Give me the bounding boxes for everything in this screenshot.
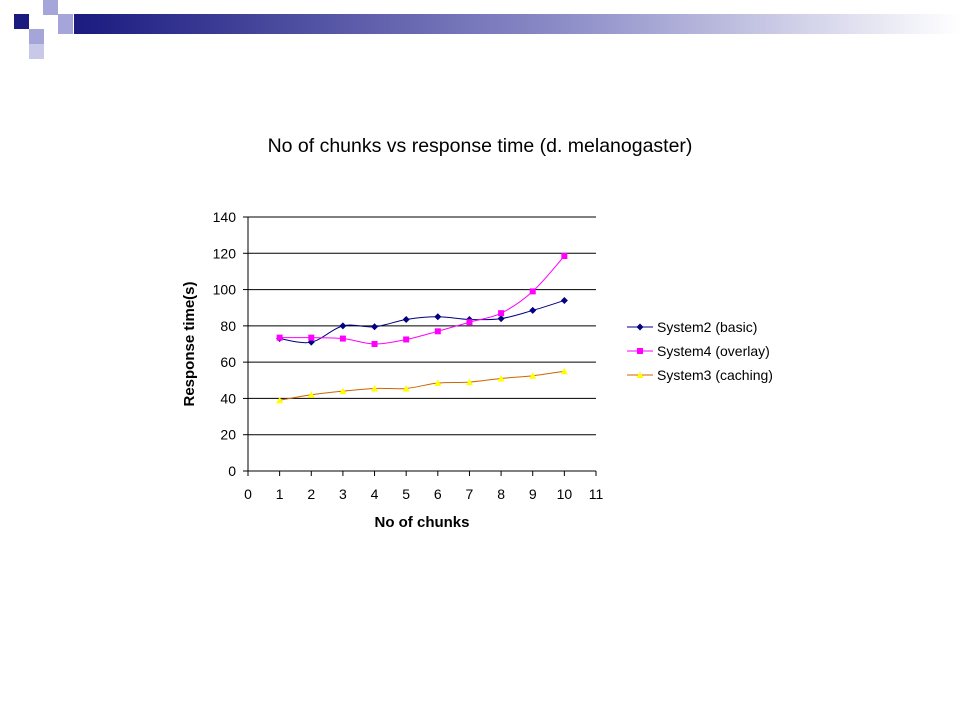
data-point bbox=[339, 322, 347, 330]
legend-marker bbox=[636, 323, 644, 331]
series-line bbox=[279, 255, 565, 345]
x-tick-label: 3 bbox=[339, 486, 347, 502]
data-point bbox=[371, 323, 379, 331]
legend-label: System4 (overlay) bbox=[657, 343, 770, 359]
data-point bbox=[371, 341, 378, 347]
legend-label: System2 (basic) bbox=[657, 319, 757, 335]
data-point bbox=[403, 336, 410, 343]
data-point bbox=[276, 396, 284, 404]
data-point bbox=[497, 374, 505, 382]
data-point bbox=[339, 387, 347, 395]
data-point bbox=[276, 334, 283, 341]
header-square bbox=[43, 0, 58, 15]
x-tick-label: 5 bbox=[402, 486, 410, 502]
x-tick-label: 4 bbox=[371, 486, 379, 502]
legend: System2 (basic) System4 (overlay) System3 … bbox=[627, 319, 773, 383]
data-point bbox=[308, 334, 315, 341]
data-point bbox=[560, 367, 568, 375]
header-square bbox=[29, 44, 44, 59]
y-tick-label: 60 bbox=[220, 354, 236, 370]
header-square bbox=[29, 29, 44, 44]
series-line bbox=[279, 299, 565, 344]
x-tick-label: 1 bbox=[276, 486, 284, 502]
data-point bbox=[466, 319, 473, 326]
y-tick-label: 120 bbox=[213, 245, 237, 261]
data-point bbox=[561, 253, 568, 260]
y-axis-title: Response time(s) bbox=[181, 281, 198, 406]
legend-item: System4 (overlay) bbox=[627, 343, 770, 359]
x-tick-label: 11 bbox=[589, 486, 604, 502]
series-3 bbox=[276, 367, 568, 404]
data-point bbox=[434, 313, 442, 321]
data-point bbox=[498, 310, 505, 317]
gridlines bbox=[248, 216, 596, 436]
legend-label: System3 (caching) bbox=[657, 367, 773, 383]
data-point bbox=[529, 306, 537, 314]
data-point bbox=[560, 296, 568, 304]
x-tick-label: 10 bbox=[557, 486, 573, 502]
data-point bbox=[465, 378, 473, 386]
data-point bbox=[307, 391, 315, 398]
y-tick-label: 20 bbox=[220, 427, 236, 443]
x-axis-title: No of chunks bbox=[374, 514, 469, 531]
x-tick-label: 6 bbox=[434, 486, 442, 502]
x-tick-label: 7 bbox=[466, 486, 474, 502]
data-point bbox=[402, 316, 410, 324]
x-tick-label: 0 bbox=[244, 486, 252, 502]
y-tick-label: 0 bbox=[228, 463, 236, 479]
data-point bbox=[371, 384, 379, 392]
series-line bbox=[279, 370, 565, 401]
tick-labels: 0 20 40 60 80 100 120 140 0 1 2 3 4 5 6 7 8 9 10 11 bbox=[213, 209, 604, 502]
data-point bbox=[434, 379, 442, 387]
legend-marker bbox=[636, 371, 644, 378]
chart-title: No of chunks vs response time (d. melano… bbox=[268, 135, 693, 157]
legend-item: System3 (caching) bbox=[627, 367, 773, 383]
slide-header-decoration bbox=[14, 0, 960, 59]
header-bar bbox=[74, 14, 960, 34]
x-tick-label: 8 bbox=[497, 486, 505, 502]
y-tick-label: 100 bbox=[213, 282, 237, 298]
y-tick-label: 140 bbox=[213, 209, 237, 225]
axes bbox=[243, 216, 597, 476]
data-point bbox=[339, 335, 346, 342]
y-tick-label: 40 bbox=[220, 390, 236, 406]
legend-marker bbox=[637, 348, 643, 354]
plot-lines bbox=[276, 253, 568, 404]
legend-item: System2 (basic) bbox=[627, 319, 757, 335]
x-tick-label: 2 bbox=[307, 486, 315, 502]
header-square bbox=[58, 14, 73, 34]
series-2 bbox=[276, 253, 568, 347]
data-point bbox=[529, 372, 537, 379]
header-square bbox=[14, 14, 29, 29]
series-1 bbox=[276, 296, 568, 346]
data-point bbox=[434, 328, 441, 335]
data-point bbox=[529, 288, 536, 295]
x-tick-label: 9 bbox=[529, 486, 537, 502]
data-point bbox=[497, 315, 505, 323]
data-point bbox=[402, 384, 410, 392]
y-tick-label: 80 bbox=[220, 318, 236, 334]
